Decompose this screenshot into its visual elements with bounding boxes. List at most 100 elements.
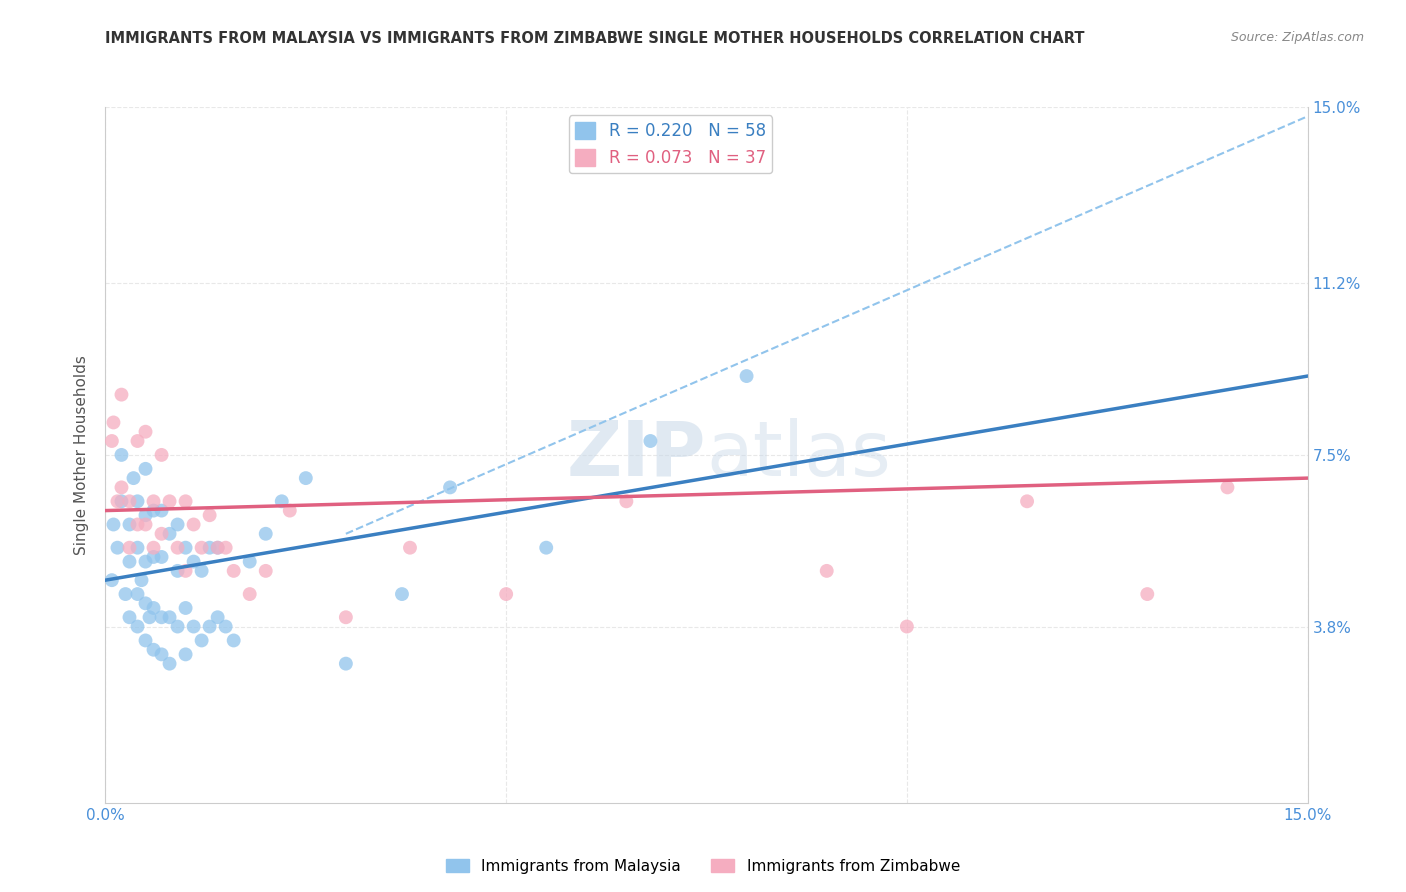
Point bbox=[166, 619, 188, 633]
Point bbox=[183, 555, 205, 569]
Point bbox=[335, 610, 357, 624]
Point bbox=[295, 471, 318, 485]
Point bbox=[142, 601, 165, 615]
Point bbox=[190, 541, 212, 555]
Legend: R = 0.220   N = 58, R = 0.073   N = 37: R = 0.220 N = 58, R = 0.073 N = 37 bbox=[568, 115, 772, 173]
Point bbox=[150, 448, 173, 462]
Text: IMMIGRANTS FROM MALAYSIA VS IMMIGRANTS FROM ZIMBABWE SINGLE MOTHER HOUSEHOLDS CO: IMMIGRANTS FROM MALAYSIA VS IMMIGRANTS F… bbox=[105, 31, 1085, 46]
Point bbox=[142, 494, 165, 508]
Point bbox=[150, 610, 173, 624]
Point bbox=[127, 494, 149, 508]
Point bbox=[1136, 587, 1159, 601]
Point bbox=[150, 648, 173, 662]
Point bbox=[222, 633, 245, 648]
Point bbox=[142, 503, 165, 517]
Point bbox=[101, 434, 124, 448]
Point bbox=[270, 494, 292, 508]
Point bbox=[118, 517, 141, 532]
Point bbox=[190, 633, 212, 648]
Point bbox=[1216, 480, 1239, 494]
Point bbox=[127, 541, 149, 555]
Point bbox=[110, 480, 132, 494]
Point bbox=[118, 494, 141, 508]
Point bbox=[138, 610, 160, 624]
Point bbox=[142, 549, 165, 564]
Point bbox=[159, 526, 181, 541]
Point bbox=[135, 462, 157, 476]
Point bbox=[439, 480, 461, 494]
Point bbox=[278, 503, 301, 517]
Point bbox=[135, 633, 157, 648]
Point bbox=[142, 642, 165, 657]
Point bbox=[118, 610, 141, 624]
Point bbox=[222, 564, 245, 578]
Point bbox=[207, 541, 229, 555]
Point bbox=[135, 508, 157, 523]
Point bbox=[118, 555, 141, 569]
Point bbox=[815, 564, 838, 578]
Point bbox=[127, 517, 149, 532]
Point bbox=[174, 494, 197, 508]
Point bbox=[534, 541, 557, 555]
Point bbox=[101, 573, 124, 587]
Point bbox=[214, 619, 236, 633]
Point bbox=[254, 564, 277, 578]
Point bbox=[183, 619, 205, 633]
Point bbox=[114, 587, 136, 601]
Point bbox=[239, 587, 262, 601]
Point bbox=[135, 596, 157, 610]
Point bbox=[198, 508, 221, 523]
Point bbox=[122, 471, 145, 485]
Point bbox=[150, 549, 173, 564]
Point bbox=[159, 610, 181, 624]
Point bbox=[118, 541, 141, 555]
Point bbox=[142, 541, 165, 555]
Point bbox=[110, 448, 132, 462]
Point bbox=[135, 555, 157, 569]
Point bbox=[110, 387, 132, 401]
Point bbox=[131, 573, 153, 587]
Point bbox=[640, 434, 662, 448]
Text: ZIP: ZIP bbox=[567, 418, 707, 491]
Y-axis label: Single Mother Households: Single Mother Households bbox=[75, 355, 90, 555]
Legend: Immigrants from Malaysia, Immigrants from Zimbabwe: Immigrants from Malaysia, Immigrants fro… bbox=[440, 853, 966, 880]
Point bbox=[174, 541, 197, 555]
Point bbox=[391, 587, 413, 601]
Point bbox=[107, 541, 129, 555]
Point bbox=[174, 648, 197, 662]
Point bbox=[135, 517, 157, 532]
Point bbox=[207, 610, 229, 624]
Point bbox=[207, 541, 229, 555]
Point bbox=[1017, 494, 1039, 508]
Point bbox=[254, 526, 277, 541]
Point bbox=[159, 657, 181, 671]
Point bbox=[150, 503, 173, 517]
Point bbox=[335, 657, 357, 671]
Point bbox=[166, 564, 188, 578]
Point bbox=[190, 564, 212, 578]
Point bbox=[135, 425, 157, 439]
Point bbox=[174, 564, 197, 578]
Point bbox=[214, 541, 236, 555]
Point bbox=[183, 517, 205, 532]
Point bbox=[166, 541, 188, 555]
Point bbox=[159, 494, 181, 508]
Point bbox=[239, 555, 262, 569]
Point bbox=[198, 541, 221, 555]
Text: atlas: atlas bbox=[707, 418, 891, 491]
Point bbox=[174, 601, 197, 615]
Point bbox=[127, 587, 149, 601]
Point bbox=[127, 434, 149, 448]
Text: Source: ZipAtlas.com: Source: ZipAtlas.com bbox=[1230, 31, 1364, 45]
Point bbox=[896, 619, 918, 633]
Point bbox=[103, 517, 125, 532]
Point bbox=[150, 526, 173, 541]
Point bbox=[107, 494, 129, 508]
Point bbox=[198, 619, 221, 633]
Point bbox=[127, 619, 149, 633]
Point bbox=[166, 517, 188, 532]
Point bbox=[495, 587, 517, 601]
Point bbox=[616, 494, 638, 508]
Point bbox=[735, 369, 758, 384]
Point bbox=[103, 416, 125, 430]
